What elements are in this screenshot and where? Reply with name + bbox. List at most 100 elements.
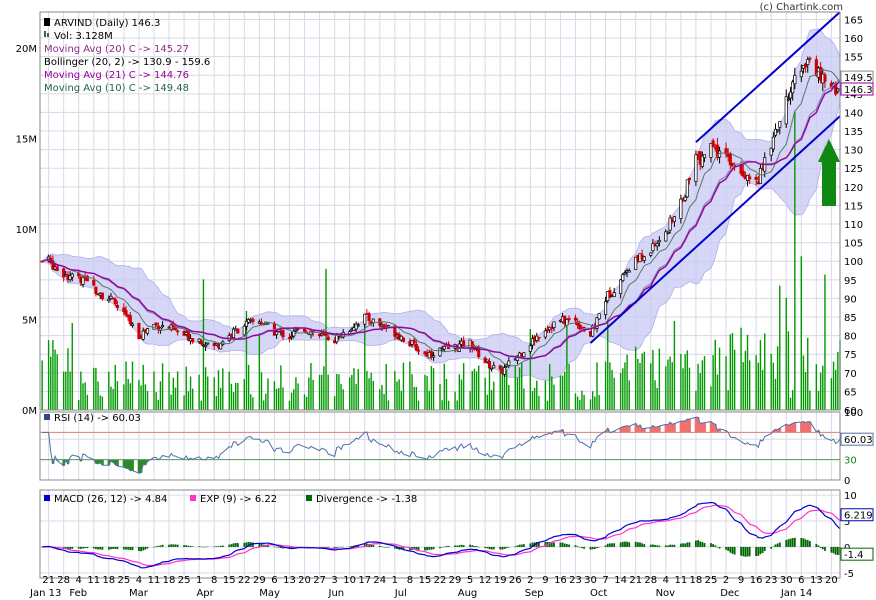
divergence-bar: [475, 545, 478, 547]
volume-bar: [564, 371, 566, 410]
divergence-bar: [641, 543, 644, 547]
divergence-bar: [318, 546, 321, 548]
divergence-bar: [516, 545, 519, 547]
volume-bar: [159, 381, 162, 410]
volume-bar: [654, 380, 656, 410]
candle-body: [242, 325, 246, 336]
volume-bar: [366, 370, 368, 410]
divergence-bar: [101, 546, 104, 550]
rsi-overbought-fill: [683, 420, 687, 433]
volume-bar: [243, 379, 246, 410]
candle-body: [769, 147, 773, 156]
rsi-panel: [40, 416, 841, 474]
price-tick-label: 60: [844, 406, 857, 417]
divergence-bar: [127, 546, 130, 550]
volume-bar: [293, 389, 295, 410]
divergence-bar: [800, 537, 803, 547]
divergence-bar: [802, 538, 805, 547]
divergence-bar: [716, 546, 719, 548]
candle-body: [612, 292, 616, 298]
rsi-oversold-fill: [144, 459, 147, 465]
volume-bar: [604, 361, 607, 410]
divergence-bar: [488, 546, 491, 550]
volume-bar: [312, 379, 314, 410]
price-tick-label: 95: [844, 276, 857, 287]
divergence-bar: [699, 541, 702, 547]
volume-bar: [189, 376, 192, 410]
divergence-bar: [140, 546, 142, 552]
rsi-overbought-fill: [658, 426, 661, 433]
candle-body: [668, 217, 672, 231]
volume-bar: [323, 366, 325, 410]
volume-bar: [755, 355, 757, 410]
volume-bar: [153, 371, 155, 410]
volume-bar: [624, 362, 626, 410]
divergence-bar: [236, 543, 239, 547]
divergence-bar: [454, 545, 456, 547]
volume-bar: [574, 393, 577, 410]
divergence-bar: [697, 540, 699, 547]
divergence-bar: [669, 544, 672, 547]
volume-bar: [673, 321, 676, 410]
candle-body: [371, 318, 375, 324]
x-tick-label: 4: [76, 575, 82, 586]
divergence-bar: [458, 545, 461, 547]
candle-body: [356, 324, 360, 327]
last-price-label-box: [840, 82, 874, 96]
volume-bar: [308, 377, 310, 410]
divergence-bar: [624, 541, 626, 547]
volume-bar: [234, 382, 237, 410]
candle-body: [651, 243, 655, 252]
volume-bar: [742, 362, 744, 410]
panel-frames: [39, 11, 841, 579]
volume-bar: [278, 388, 280, 410]
volume-bar: [772, 362, 775, 410]
candle-body: [507, 360, 511, 366]
rsi-overbought-fill: [643, 428, 646, 433]
rsi-overbought-fill: [718, 428, 721, 433]
volume-bar: [609, 362, 611, 410]
volume-bar: [744, 350, 747, 410]
divergence-bar: [649, 544, 652, 547]
divergence-bar: [514, 546, 517, 547]
rsi-overbought-fill: [668, 422, 672, 433]
candle-body: [128, 315, 132, 325]
candle-body: [197, 338, 201, 342]
divergence-bar: [428, 546, 431, 550]
volume-bar: [454, 391, 456, 410]
volume-bar: [112, 388, 114, 410]
divergence-bar: [198, 546, 201, 547]
divergence-bar: [503, 546, 506, 549]
candle-body: [219, 342, 223, 350]
x-tick-label: 6: [798, 575, 804, 586]
rsi-oversold-fill: [131, 459, 134, 471]
candle-body: [728, 154, 732, 166]
rsi-overbought-fill: [802, 421, 805, 433]
volume-bar: [804, 371, 807, 410]
candle-body: [711, 140, 715, 148]
divergence-bar: [606, 543, 609, 547]
candle-body: [709, 143, 713, 158]
divergence-bar: [804, 539, 807, 547]
divergence-bar: [159, 545, 162, 547]
volume-bar: [546, 400, 549, 410]
candle-body: [145, 328, 150, 334]
divergence-bar: [153, 546, 155, 548]
volume-bar: [127, 378, 129, 410]
candle-body: [487, 361, 492, 369]
volume-bar: [370, 372, 372, 410]
candle-body: [191, 338, 195, 343]
divergence-bar: [808, 541, 811, 547]
divergence-bar: [671, 544, 674, 547]
divergence-bar: [636, 542, 639, 547]
candle-body: [124, 310, 128, 315]
divergence-bar: [267, 545, 269, 547]
divergence-bar: [559, 542, 562, 547]
volume-bar: [252, 397, 254, 410]
volume-bar: [488, 363, 491, 410]
divergence-bar: [626, 541, 628, 547]
divergence-bar: [97, 546, 99, 550]
rsi-overbought-fill: [774, 429, 777, 433]
candle-body: [423, 351, 427, 355]
